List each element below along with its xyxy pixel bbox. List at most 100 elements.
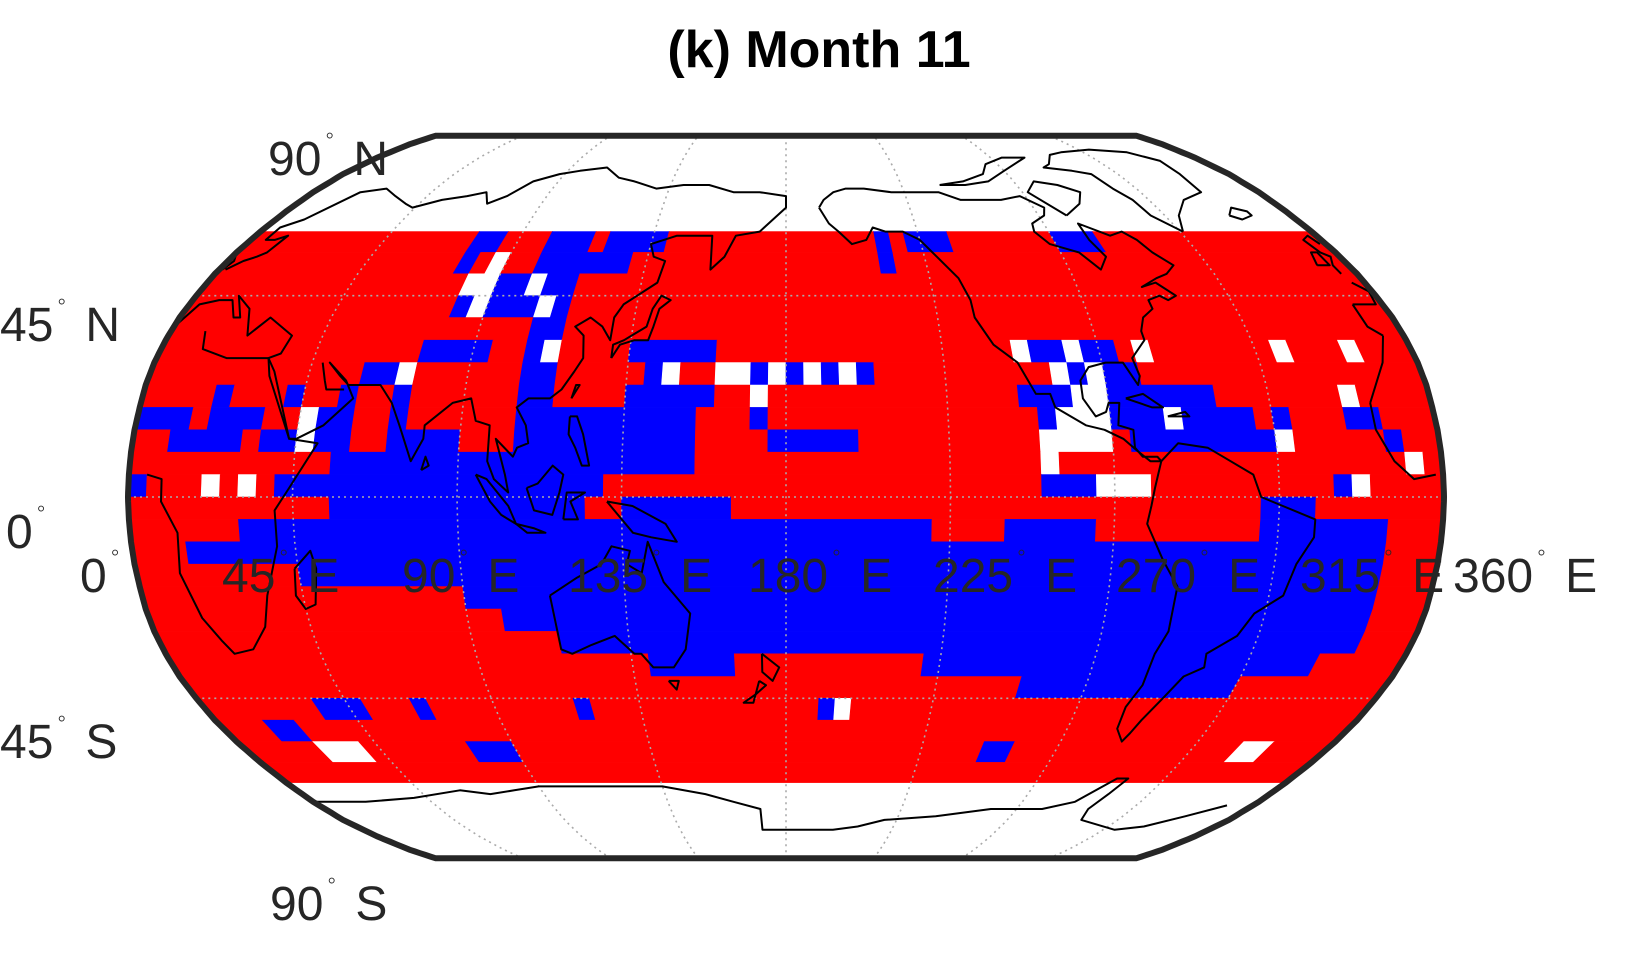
data-cell [803, 362, 822, 386]
latitude-tick-label: 90 [270, 878, 323, 931]
data-cell [153, 339, 425, 363]
data-cell [134, 563, 302, 587]
coastline-philippines [567, 415, 591, 467]
longitude-tick-label: 0 [80, 550, 107, 603]
data-cell [1378, 407, 1438, 431]
coastline-greenland [1042, 148, 1203, 233]
data-cell [627, 252, 882, 275]
data-cell [838, 362, 858, 386]
data-cell [694, 429, 769, 453]
data-cell [237, 474, 258, 498]
data-cell [566, 295, 1394, 318]
meridian-line [456, 135, 612, 859]
data-cell [817, 698, 836, 721]
latitude-hemisphere-label: N [353, 133, 388, 186]
data-cell [714, 362, 752, 386]
longitude-tick-label: 45 [222, 550, 275, 603]
data-cell [767, 384, 1020, 408]
longitude-hemisphere-label: E [1045, 550, 1077, 603]
data-cell [239, 429, 262, 453]
degree-symbol: ◦ [325, 122, 334, 149]
data-cell [238, 519, 933, 543]
coastline-sulawesi [562, 491, 586, 521]
data-cell [647, 653, 736, 677]
latitude-tick-label: 45 [0, 299, 53, 352]
data-cell [713, 384, 751, 408]
latitude-tick-label: 0 [6, 506, 33, 559]
data-cell [1004, 741, 1245, 763]
degree-symbol: ◦ [1017, 539, 1026, 566]
data-cell [348, 429, 389, 453]
data-cell [694, 451, 1042, 475]
data-cell [1040, 451, 1061, 475]
coastline-south_america [1116, 442, 1317, 743]
data-cell [1105, 384, 1218, 408]
data-cell [408, 384, 520, 408]
data-cell [1386, 519, 1444, 543]
longitude-hemisphere-label: E [487, 550, 519, 603]
data-cell [273, 474, 604, 498]
data-cell [512, 429, 696, 453]
data-cell [1054, 407, 1113, 431]
data-cell [417, 339, 494, 363]
degree-symbol: ◦ [37, 495, 46, 522]
graticule [128, 135, 1444, 859]
coastline-tasmania [667, 679, 680, 691]
data-cell [1078, 339, 1120, 363]
degree-symbol: ◦ [1200, 539, 1209, 566]
latitude-hemisphere-label: N [85, 299, 120, 352]
data-cell [873, 362, 1054, 386]
longitude-hemisphere-label: E [680, 550, 712, 603]
data-cell [1041, 474, 1098, 498]
coastline-ireland [1310, 251, 1331, 267]
coastline-taiwan [570, 384, 581, 399]
data-cell [514, 407, 697, 431]
longitude-tick-label: 135 [568, 550, 648, 603]
longitude-tick-label: 315 [1300, 550, 1380, 603]
coastline-cuba [1125, 392, 1164, 409]
data-cell [1227, 676, 1394, 699]
coastline-eurasia [173, 166, 1384, 494]
degree-symbol: ◦ [1384, 539, 1393, 566]
coastline-arabia_gulf [321, 362, 345, 391]
coastline-iceland [1228, 206, 1253, 221]
coastline-north_america [818, 187, 1177, 463]
coastline-nz_north [760, 653, 781, 682]
data-cell [715, 339, 1015, 363]
data-cell [554, 362, 646, 386]
data-cell [527, 317, 568, 341]
coastline-java [515, 522, 547, 534]
longitude-tick-label: 225 [933, 550, 1013, 603]
meridian-line [1048, 135, 1281, 859]
degree-symbol: ◦ [1537, 539, 1546, 566]
degree-symbol: ◦ [327, 867, 336, 894]
data-cell [214, 252, 467, 275]
data-cell [1070, 384, 1110, 408]
data-cell [354, 384, 396, 408]
data-cell [518, 362, 559, 386]
data-cell [255, 474, 276, 498]
data-cell [1038, 429, 1114, 453]
data-cell [134, 407, 194, 431]
data-cell [678, 362, 717, 386]
coastline-borneo [525, 464, 565, 516]
coastline-africa [146, 330, 1437, 655]
data-cell [749, 384, 769, 408]
data-cell [219, 474, 239, 498]
data-cell [200, 474, 221, 498]
latitude-hemisphere-label: S [355, 878, 387, 931]
map-frame [124, 132, 1448, 862]
data-cell [1016, 384, 1074, 408]
data-cell [730, 496, 1262, 520]
data-cell [487, 339, 528, 363]
data-cell [1342, 407, 1384, 431]
data-cell [589, 698, 820, 721]
data-cell [178, 295, 459, 318]
data-cell [195, 273, 470, 296]
coastline-madagascar [293, 549, 318, 610]
data-cell [1212, 384, 1343, 408]
coastline-new_guinea [606, 500, 678, 543]
data-cell [167, 429, 244, 453]
data-cell [510, 741, 985, 763]
coastline-hispaniola [1167, 410, 1191, 418]
